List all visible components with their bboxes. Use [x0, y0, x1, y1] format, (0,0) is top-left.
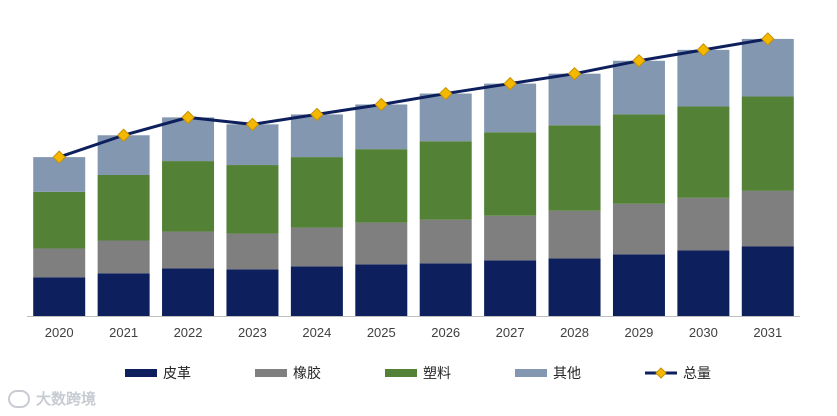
total-line [58, 37, 769, 159]
bar-plastic-2022 [162, 161, 215, 232]
legend-label-plastic: 塑料 [423, 366, 451, 382]
total-marker-2030 [696, 43, 711, 57]
x-tick-label: 2021 [109, 325, 138, 340]
legend-swatch-rubber [255, 369, 287, 377]
bar-leather-2030 [677, 250, 730, 316]
legend-swatch-plastic [385, 369, 417, 377]
x-tick-label: 2028 [560, 325, 589, 340]
legend-label-total: 总量 [683, 366, 711, 382]
bar-leather-2028 [548, 258, 601, 316]
bar-rubber-2022 [162, 231, 215, 269]
bar-plastic-2028 [548, 125, 601, 211]
x-tick-label: 2030 [689, 325, 718, 340]
legend-label-rubber: 橡胶 [293, 366, 321, 382]
total-marker-2026 [439, 86, 453, 101]
total-marker-2029 [632, 54, 646, 68]
x-tick-label: 2024 [302, 325, 331, 340]
bar-rubber-2026 [419, 219, 472, 264]
watermark-text: 大数跨境 [36, 390, 97, 408]
bar-rubber-2029 [612, 203, 665, 255]
stacked-bar-chart: 2020 2021 2022 2023 2024 2025 2026 2027 2028 2029… [27, 32, 800, 340]
legend-label-leather: 皮革 [163, 366, 191, 382]
total-marker-2023 [245, 117, 260, 132]
bar-plastic-2025 [355, 149, 408, 223]
bar-plastic-2027 [484, 132, 537, 216]
bar-leather-2026 [419, 263, 472, 316]
total-marker-2020 [52, 150, 66, 164]
bar-plastic-2029 [612, 114, 665, 204]
bar-plastic-2031 [741, 96, 794, 191]
bar-other-2023 [226, 124, 279, 166]
bar-plastic-2024 [290, 157, 343, 228]
bar-other-2029 [612, 60, 665, 115]
x-tick-label: 2027 [496, 325, 525, 340]
legend: 皮革 橡胶 塑料 其他 总量 [0, 363, 837, 387]
bar-leather-2024 [290, 266, 343, 316]
bar-other-2030 [677, 49, 730, 107]
bar-other-2031 [741, 38, 794, 97]
x-tick-label: 2029 [624, 325, 653, 340]
bar-leather-2027 [484, 260, 537, 316]
x-tick-label: 2026 [431, 325, 460, 340]
legend-swatch-other [515, 369, 547, 377]
bar-plastic-2020 [33, 191, 86, 249]
bar-plastic-2026 [419, 141, 472, 220]
legend-label-other: 其他 [553, 366, 581, 382]
bar-leather-2022 [162, 268, 215, 316]
bar-leather-2029 [612, 254, 665, 316]
legend-item-rubber: 橡胶 [255, 363, 321, 383]
bar-rubber-2023 [226, 233, 279, 270]
legend-item-total: 总量 [645, 363, 711, 383]
x-tick-label: 2025 [367, 325, 396, 340]
bar-rubber-2028 [548, 210, 601, 259]
bar-rubber-2024 [290, 227, 343, 267]
bar-rubber-2031 [741, 190, 794, 247]
watermark: 大数跨境 [8, 388, 96, 409]
total-marker-2027 [503, 76, 517, 91]
watermark-logo-icon [8, 389, 30, 408]
bar-other-2025 [355, 104, 408, 150]
legend-swatch-leather [125, 369, 157, 377]
x-tick-label: 2020 [45, 325, 74, 340]
bar-leather-2025 [355, 264, 408, 316]
bar-plastic-2021 [97, 174, 150, 241]
bar-leather-2021 [97, 273, 150, 316]
x-tick-label: 2022 [174, 325, 203, 340]
total-marker-2031 [761, 32, 775, 46]
bar-rubber-2025 [355, 222, 408, 265]
bar-leather-2020 [33, 277, 86, 316]
bar-plastic-2030 [677, 106, 730, 198]
total-marker-2025 [374, 97, 388, 112]
bar-rubber-2021 [97, 240, 150, 274]
x-tick-label: 2031 [753, 325, 782, 340]
legend-item-leather: 皮革 [125, 363, 191, 383]
bar-other-2026 [419, 93, 472, 142]
bar-leather-2031 [741, 246, 794, 316]
bar-rubber-2030 [677, 197, 730, 251]
total-marker-2028 [567, 66, 582, 81]
total-marker-2022 [181, 110, 195, 125]
bar-other-2027 [484, 83, 537, 133]
bar-other-2028 [548, 73, 601, 126]
bar-rubber-2027 [484, 215, 537, 261]
x-tick-label: 2023 [238, 325, 267, 340]
total-marker-2021 [116, 128, 131, 142]
bar-plastic-2023 [226, 165, 279, 234]
bar-other-2024 [290, 114, 343, 158]
legend-item-plastic: 塑料 [385, 363, 451, 383]
bar-rubber-2020 [33, 248, 86, 278]
legend-item-other: 其他 [515, 363, 581, 383]
legend-line-total [645, 367, 677, 379]
total-marker-2024 [310, 107, 324, 122]
bar-leather-2023 [226, 269, 279, 316]
bar-other-2022 [162, 117, 215, 162]
